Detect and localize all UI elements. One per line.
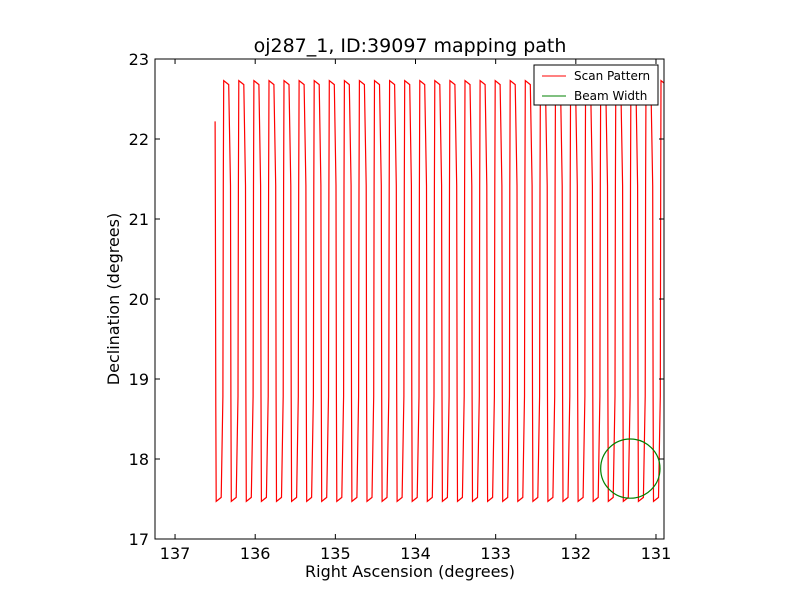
x-tick-label: 134: [400, 544, 431, 563]
legend-label-beam-width: Beam Width: [574, 89, 647, 103]
legend-label-scan-pattern: Scan Pattern: [574, 69, 650, 83]
x-tick-label: 135: [320, 544, 351, 563]
y-tick-label: 22: [129, 130, 149, 149]
legend: Scan Pattern Beam Width: [533, 64, 659, 106]
tick-layer: 137 136 135 134 133 132 131 17 18 19 20 21 22 23: [129, 50, 672, 563]
x-tick-label: 137: [160, 544, 191, 563]
x-tick-label: 136: [240, 544, 271, 563]
y-axis-title: Declination (degrees): [104, 213, 123, 385]
y-tick-label: 21: [129, 210, 149, 229]
y-tick-label: 19: [129, 370, 149, 389]
beam-width-circle: [600, 438, 661, 499]
chart-title: oj287_1, ID:39097 mapping path: [254, 35, 567, 57]
legend-box: [533, 64, 659, 106]
y-tick-label: 20: [129, 290, 149, 309]
x-tick-label: 133: [480, 544, 511, 563]
x-tick-label: 132: [561, 544, 592, 563]
x-axis-title: Right Ascension (degrees): [305, 562, 515, 581]
y-tick-label: 17: [129, 530, 149, 549]
x-tick-label: 131: [641, 544, 672, 563]
y-tick-label: 18: [129, 450, 149, 469]
y-tick-label: 23: [129, 50, 149, 69]
